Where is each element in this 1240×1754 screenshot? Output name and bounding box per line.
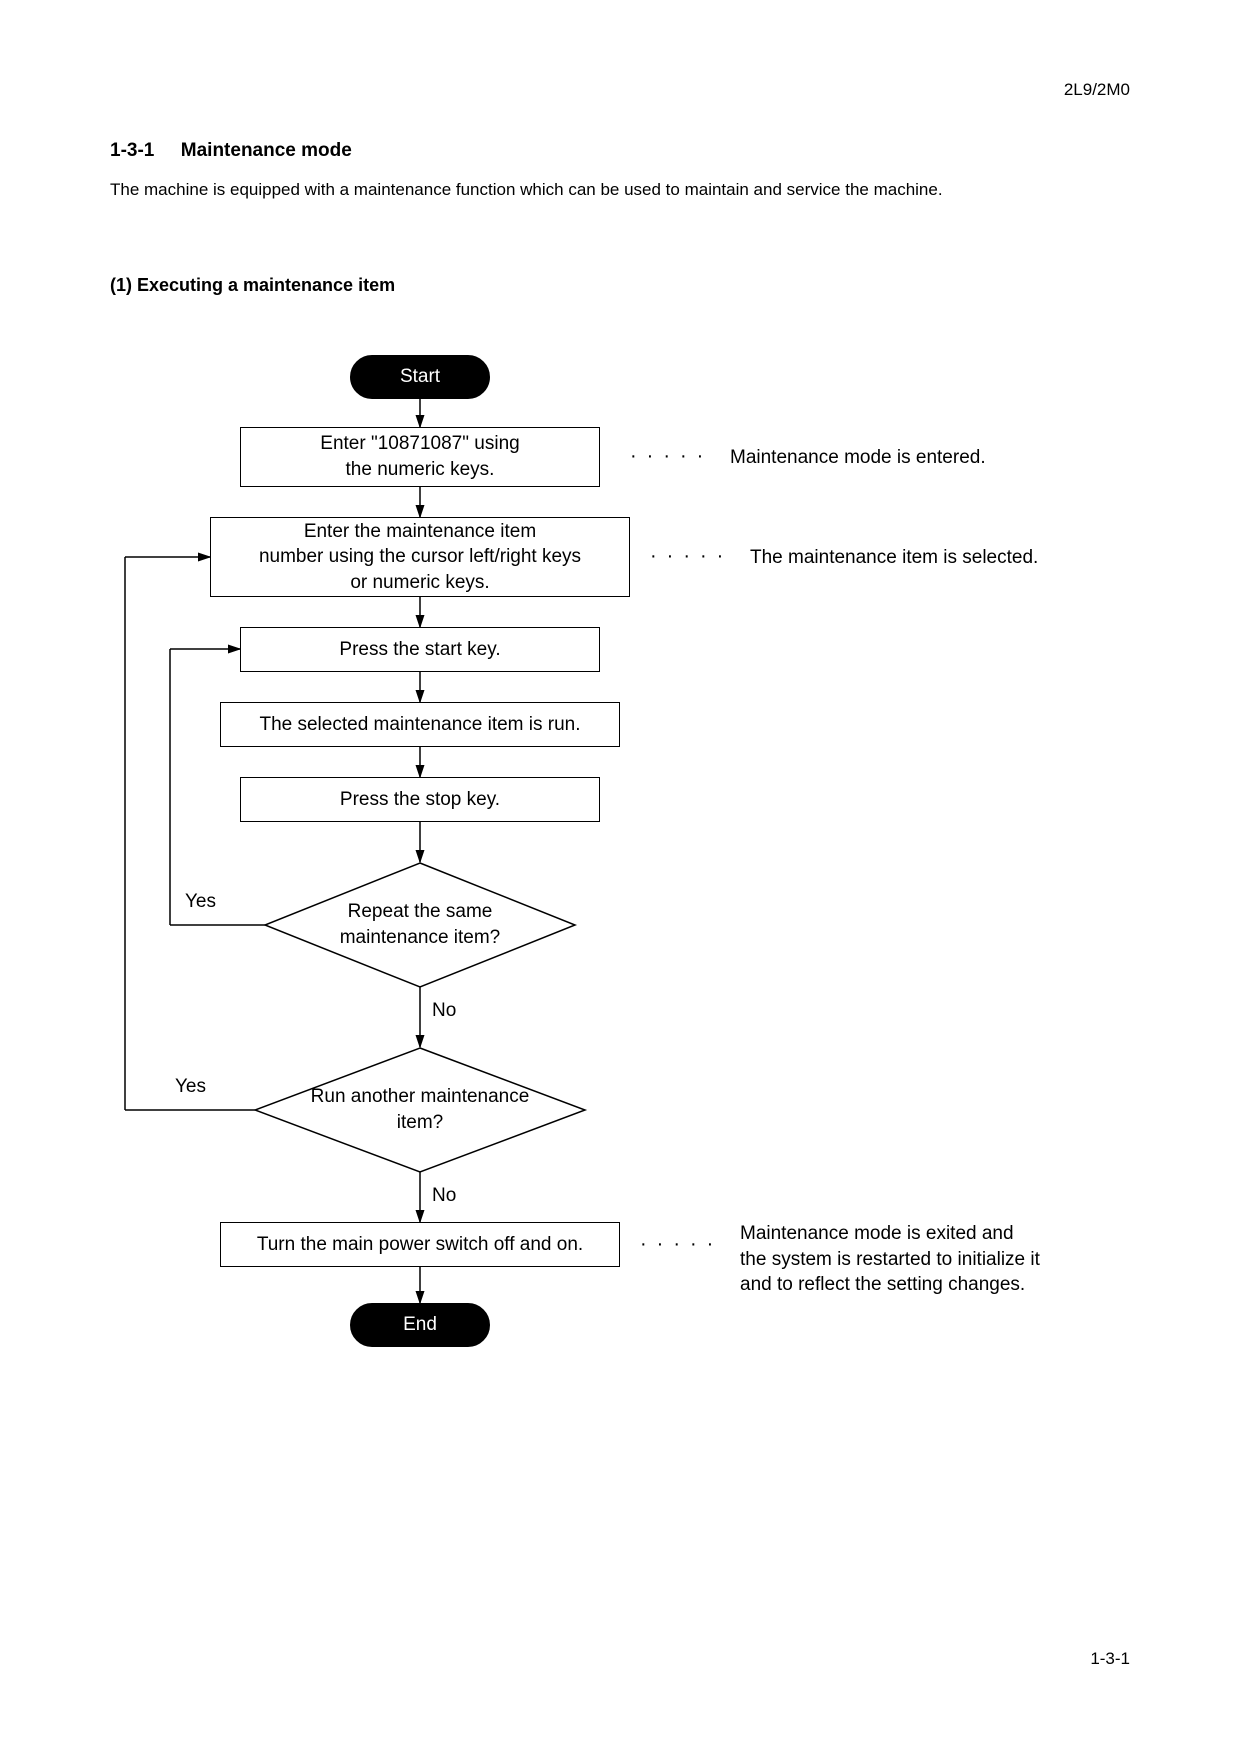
section-title-text: Maintenance mode — [181, 140, 352, 161]
flow-step-enter-code: Enter "10871087" usingthe numeric keys. — [240, 427, 600, 487]
section-number-text: 1-3-1 — [110, 140, 154, 161]
annotation-1: Maintenance mode is entered. — [730, 445, 986, 471]
edge-label-no-2: No — [432, 1185, 456, 1207]
flow-step-press-start: Press the start key. — [240, 627, 600, 672]
annotation-dots-3: ····· — [640, 1233, 723, 1256]
page-number: 1-3-1 — [1090, 1649, 1130, 1669]
section-title: 1-3-1 Maintenance mode — [110, 140, 352, 162]
annotation-3: Maintenance mode is exited andthe system… — [740, 1221, 1120, 1298]
annotation-dots-1: ····· — [630, 445, 713, 468]
doc-code: 2L9/2M0 — [1064, 80, 1130, 100]
edge-label-yes-1: Yes — [185, 891, 216, 913]
subsection-title: (1) Executing a maintenance item — [110, 275, 395, 296]
flow-start: Start — [350, 355, 490, 399]
flow-end: End — [350, 1303, 490, 1347]
flow-step-select-item: Enter the maintenance itemnumber using t… — [210, 517, 630, 597]
section-description: The machine is equipped with a maintenan… — [110, 180, 943, 200]
flow-step-press-stop: Press the stop key. — [240, 777, 600, 822]
flow-step-power-cycle: Turn the main power switch off and on. — [220, 1222, 620, 1267]
flow-step-item-run: The selected maintenance item is run. — [220, 702, 620, 747]
annotation-dots-2: ····· — [650, 545, 733, 568]
annotation-2: The maintenance item is selected. — [750, 545, 1038, 571]
edge-label-no-1: No — [432, 1000, 456, 1022]
flowchart: Start Enter "10871087" usingthe numeric … — [110, 355, 1130, 1405]
edge-label-yes-2: Yes — [175, 1076, 206, 1098]
